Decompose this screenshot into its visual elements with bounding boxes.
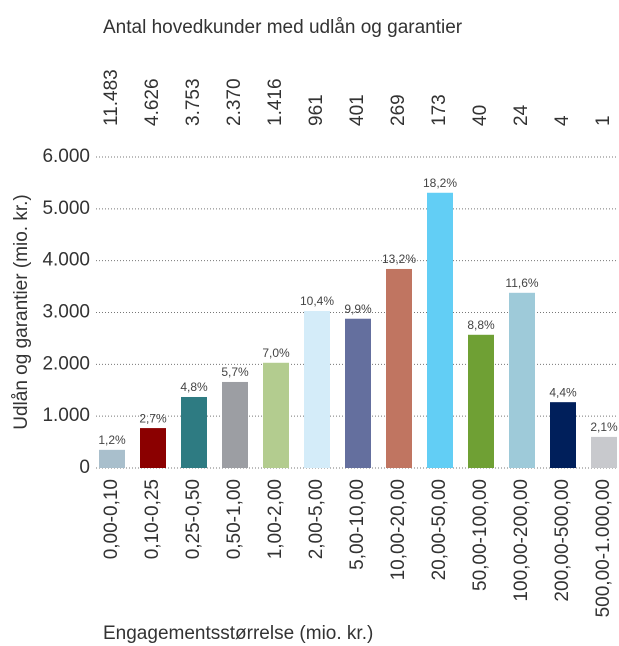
customer-count: 961 — [306, 94, 327, 126]
customer-count: 2.370 — [224, 78, 245, 126]
customer-count: 3.753 — [183, 78, 204, 126]
x-axis-label: Engagementsstørrelse (mio. kr.) — [103, 623, 373, 644]
share-label: 11,6% — [505, 276, 538, 290]
share-label: 7,0% — [262, 346, 290, 360]
customer-count: 1.416 — [265, 78, 286, 126]
customer-count: 11.483 — [101, 69, 122, 126]
bar — [263, 362, 289, 468]
customer-count: 1 — [593, 115, 614, 126]
bar — [509, 292, 535, 468]
bar — [427, 192, 453, 468]
x-tick-label: 0,25-0,50 — [183, 479, 204, 559]
bar — [222, 381, 248, 468]
y-tick-label: 6.000 — [42, 146, 90, 167]
x-tick-label: 0,50-1,00 — [224, 479, 245, 559]
y-tick-label: 0 — [79, 457, 90, 478]
share-label: 4,4% — [549, 385, 577, 399]
x-tick-label: 10,00-20,00 — [388, 479, 409, 580]
bar — [99, 449, 125, 468]
x-tick-label: 20,00-50,00 — [429, 479, 450, 580]
share-label: 4,8% — [180, 380, 208, 394]
x-tick-label: 0,10-0,25 — [142, 479, 163, 559]
bar — [386, 268, 412, 468]
share-label: 2,7% — [139, 411, 167, 425]
customer-count: 24 — [511, 104, 532, 126]
share-label: 13,2% — [382, 252, 416, 266]
share-label: 9,9% — [344, 302, 372, 316]
share-label: 8,8% — [467, 318, 495, 332]
x-tick-label: 200,00-500,00 — [552, 479, 573, 602]
customer-count: 4 — [552, 115, 573, 126]
share-label: 18,2% — [423, 176, 457, 190]
bar — [591, 436, 617, 468]
y-tick-label: 2.000 — [42, 353, 90, 374]
x-tick-label: 5,00-10,00 — [347, 479, 368, 570]
chart-title: Antal hovedkunder med udlån og garantier — [103, 17, 463, 38]
y-axis-label: Udlån og garantier (mio. kr.) — [11, 194, 32, 430]
customer-count: 4.626 — [142, 78, 163, 126]
x-tick-label: 100,00-200,00 — [511, 479, 532, 602]
bar — [181, 396, 207, 468]
x-tick-label: 0,00-0,10 — [101, 479, 122, 559]
y-tick-label: 3.000 — [42, 302, 90, 323]
bar — [140, 428, 166, 468]
share-label: 10,4% — [300, 294, 334, 308]
x-tick-label: 50,00-100,00 — [470, 479, 491, 591]
customer-count: 269 — [388, 94, 409, 126]
x-tick-label: 500,00-1.000,00 — [593, 479, 614, 617]
bar — [468, 334, 494, 468]
share-label: 5,7% — [221, 365, 249, 379]
y-tick-label: 5.000 — [42, 198, 90, 219]
customer-count: 401 — [347, 94, 368, 126]
bar — [345, 318, 371, 468]
bar — [550, 402, 576, 468]
y-tick-label: 4.000 — [42, 250, 90, 271]
customer-count: 40 — [470, 105, 491, 126]
bar — [304, 310, 330, 468]
x-tick-label: 1,00-2,00 — [265, 479, 286, 559]
y-tick-label: 1.000 — [42, 405, 90, 426]
x-tick-label: 2,00-5,00 — [306, 479, 327, 559]
share-label: 2,1% — [590, 420, 618, 434]
share-label: 1,2% — [98, 433, 126, 447]
customer-count: 173 — [429, 94, 450, 126]
